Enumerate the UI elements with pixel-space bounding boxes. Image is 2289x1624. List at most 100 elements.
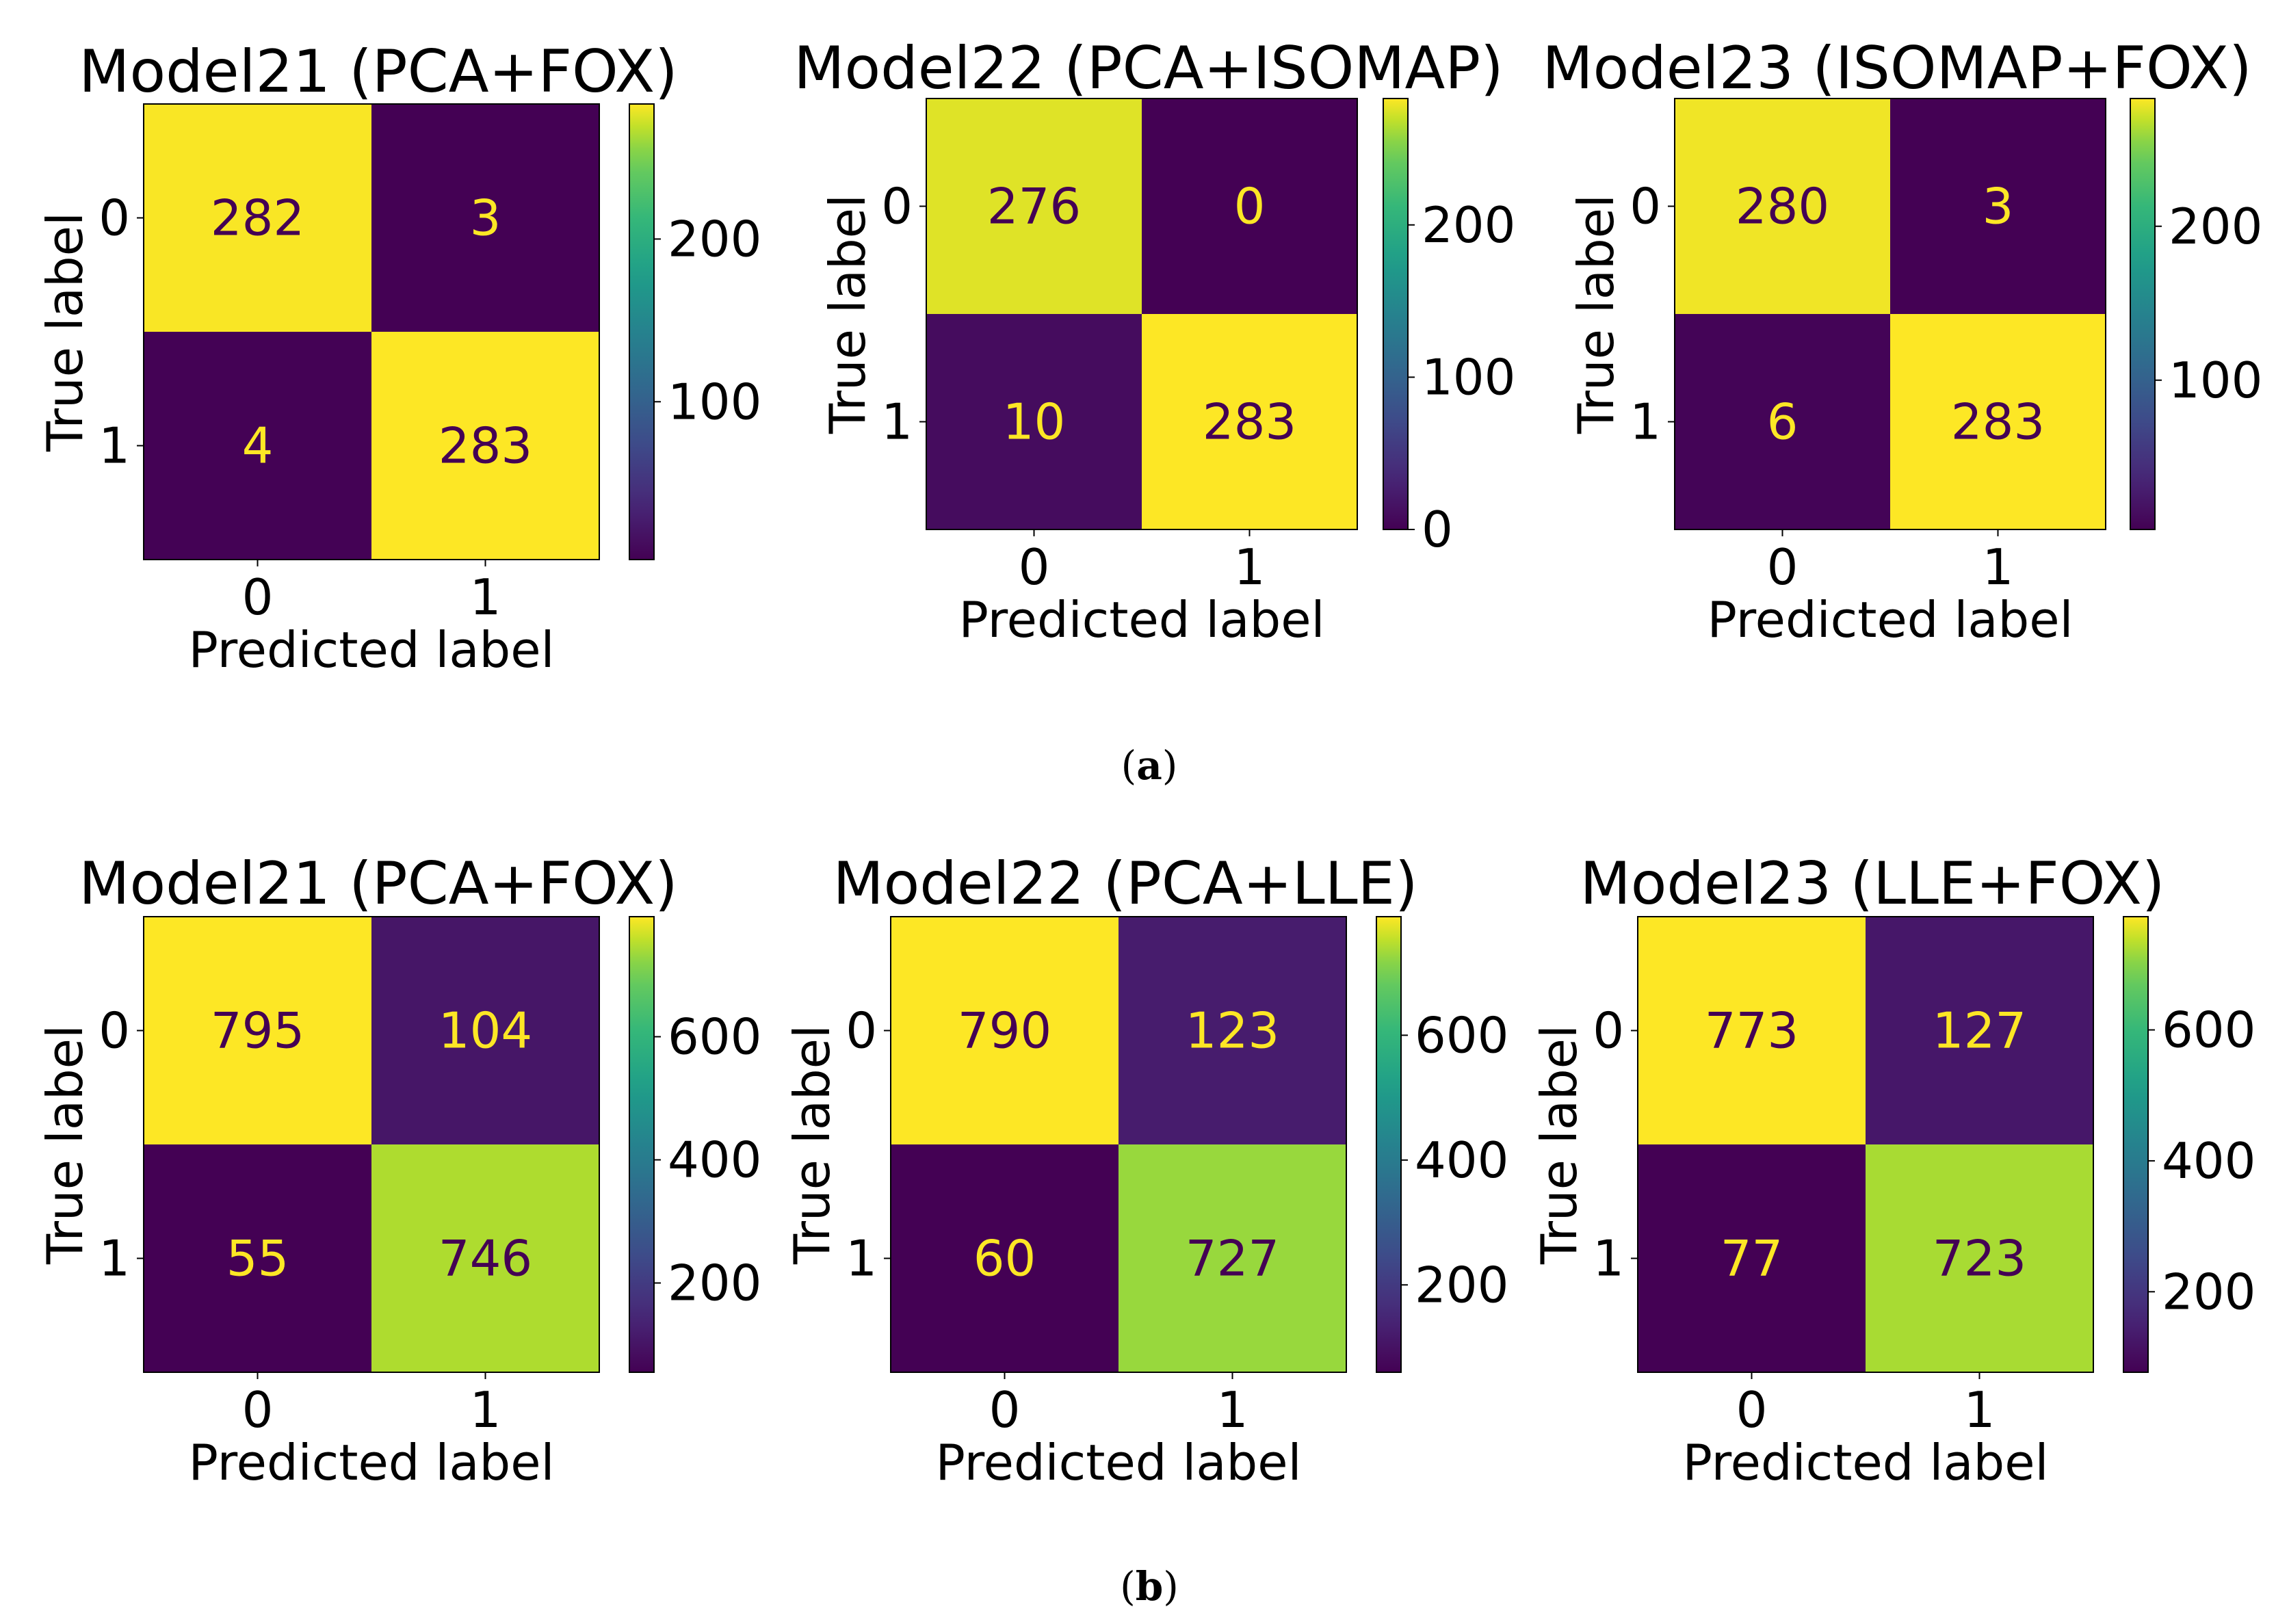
colorbar-tick-label: 200 [1415, 1256, 1508, 1313]
chart-title: Model22 (PCA+ISOMAP) [794, 34, 1503, 103]
y-tick-label: 1 [99, 1230, 130, 1287]
cell-value-label: 283 [1951, 393, 2045, 451]
colorbar-tick-label: 200 [668, 210, 761, 267]
matrix-cell [1890, 99, 2106, 314]
matrix-cell [144, 332, 371, 560]
matrix-frame [926, 98, 1358, 530]
colorbar-tick-label: 0 [1422, 501, 1453, 558]
chart-title: Model22 (PCA+LLE) [833, 850, 1417, 918]
matrix-frame [890, 916, 1347, 1373]
colorbar-tick-label: 200 [1422, 196, 1515, 254]
matrix-cell [1142, 99, 1357, 314]
y-tick-label: 0 [99, 189, 130, 247]
cell-value-label: 790 [958, 1002, 1051, 1060]
cell-value-label: 55 [226, 1230, 289, 1287]
y-axis-label: True label [36, 212, 94, 452]
panel-b-caption: (b) [1120, 1563, 1179, 1610]
cell-value-label: 10 [1003, 393, 1066, 451]
cell-value-label: 123 [1186, 1002, 1279, 1060]
cell-value-label: 773 [1705, 1002, 1798, 1060]
cell-value-label: 3 [1983, 178, 2014, 235]
x-tick-label: 0 [1767, 538, 1798, 596]
y-axis-label: True label [783, 1025, 841, 1265]
colorbar-tick-label: 100 [1422, 348, 1515, 406]
x-tick-label: 0 [242, 1381, 274, 1439]
matrix-cell [144, 104, 371, 332]
chart-title: Model23 (ISOMAP+FOX) [1542, 34, 2251, 103]
cell-value-label: 746 [439, 1230, 532, 1287]
matrix-cell [144, 1144, 371, 1372]
cell-value-label: 3 [470, 189, 501, 247]
y-tick-label: 0 [881, 178, 913, 235]
y-tick-label: 1 [1630, 393, 1661, 451]
matrix-frame [143, 103, 600, 560]
colorbar [629, 916, 655, 1373]
matrix-cell [926, 314, 1142, 529]
cell-value-label: 276 [987, 178, 1081, 235]
x-axis-label: Predicted label [958, 591, 1324, 649]
cell-value-label: 282 [211, 189, 304, 247]
y-tick-label: 0 [1593, 1002, 1624, 1060]
matrix-cell [1119, 917, 1346, 1144]
matrix-cell [891, 1144, 1119, 1372]
colorbar-tick-label: 600 [2162, 1001, 2255, 1059]
x-axis-label: Predicted label [188, 621, 554, 679]
matrix-cell [926, 99, 1142, 314]
colorbar-tick-label: 200 [2162, 1263, 2255, 1320]
y-tick-label: 1 [881, 393, 913, 451]
matrix-cell [1675, 314, 1890, 529]
cell-value-label: 795 [211, 1002, 304, 1060]
y-axis-label: True label [819, 194, 876, 434]
x-tick-label: 0 [242, 568, 274, 626]
x-tick-label: 1 [1964, 1381, 1996, 1439]
y-tick-label: 1 [1593, 1230, 1624, 1287]
matrix-cell [891, 917, 1119, 1144]
x-tick-label: 0 [989, 1381, 1021, 1439]
x-axis-label: Predicted label [935, 1434, 1301, 1491]
panel-a-caption: (a) [1121, 742, 1178, 789]
x-tick-label: 1 [1983, 538, 2014, 596]
cell-value-label: 77 [1721, 1230, 1783, 1287]
x-tick-label: 0 [1736, 1381, 1768, 1439]
cell-value-label: 727 [1186, 1230, 1279, 1287]
y-tick-label: 1 [846, 1230, 877, 1287]
cell-value-label: 104 [439, 1002, 532, 1060]
x-axis-label: Predicted label [1707, 591, 2073, 649]
cell-value-label: 723 [1933, 1230, 2026, 1287]
x-axis-label: Predicted label [188, 1434, 554, 1491]
y-tick-label: 0 [99, 1002, 130, 1060]
colorbar-tick-label: 400 [2162, 1132, 2255, 1190]
cell-value-label: 280 [1736, 178, 1829, 235]
x-axis-label: Predicted label [1682, 1434, 2048, 1491]
matrix-cell [1866, 917, 2093, 1144]
y-tick-label: 1 [99, 417, 130, 475]
matrix-frame [1674, 98, 2106, 530]
colorbar-tick-label: 400 [1415, 1131, 1508, 1189]
matrix-cell [371, 104, 599, 332]
x-tick-label: 1 [470, 568, 501, 626]
colorbar [1376, 916, 1402, 1373]
matrix-cell [371, 917, 599, 1144]
matrix-cell [1890, 314, 2106, 529]
colorbar-tick-label: 600 [1415, 1006, 1508, 1064]
matrix-frame [143, 916, 600, 1373]
colorbar-tick-label: 600 [668, 1008, 761, 1066]
colorbar [2123, 916, 2149, 1373]
matrix-cell [1866, 1144, 2093, 1372]
matrix-cell [1638, 917, 1866, 1144]
matrix-cell [1638, 1144, 1866, 1372]
y-tick-label: 0 [846, 1002, 877, 1060]
colorbar-tick-label: 100 [668, 373, 761, 430]
y-axis-label: True label [36, 1025, 94, 1265]
y-tick-label: 0 [1630, 178, 1661, 235]
matrix-cell [144, 917, 371, 1144]
cell-value-label: 6 [1767, 393, 1798, 451]
matrix-cell [1675, 99, 1890, 314]
matrix-frame [1637, 916, 2094, 1373]
